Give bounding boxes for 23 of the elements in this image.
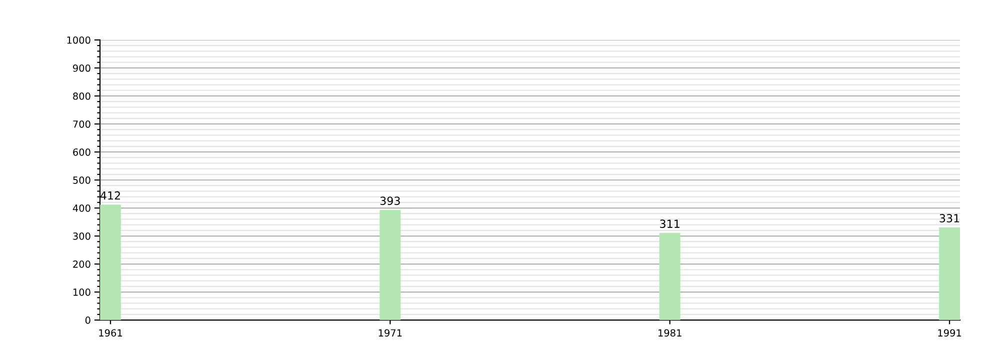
y-tick-label: 500 (73, 176, 90, 184)
y-tick-label: 600 (73, 148, 90, 156)
y-tick-label: 900 (73, 64, 90, 72)
y-tick-label: 400 (72, 204, 90, 212)
bar (939, 227, 960, 320)
bar (659, 232, 680, 320)
x-tick-label: 1981 (658, 329, 682, 337)
x-tick-label: 1991 (938, 329, 961, 337)
y-tick-label: 800 (73, 92, 90, 100)
y-tick-label: 100 (73, 288, 90, 296)
data-label: 311 (660, 220, 680, 228)
y-tick-label: 0 (85, 316, 90, 324)
y-tick-label: 300 (73, 232, 90, 240)
y-tick-label: 200 (73, 260, 90, 268)
y-tick-label: 700 (73, 120, 90, 128)
x-tick-label: 1961 (99, 329, 122, 337)
data-label: 393 (380, 196, 400, 206)
bar (380, 210, 401, 320)
data-label: 331 (940, 214, 960, 222)
y-tick-label: 1000 (67, 36, 90, 44)
x-tick-label: 1971 (378, 329, 402, 337)
data-label: 412 (100, 191, 120, 200)
bar (100, 204, 121, 320)
